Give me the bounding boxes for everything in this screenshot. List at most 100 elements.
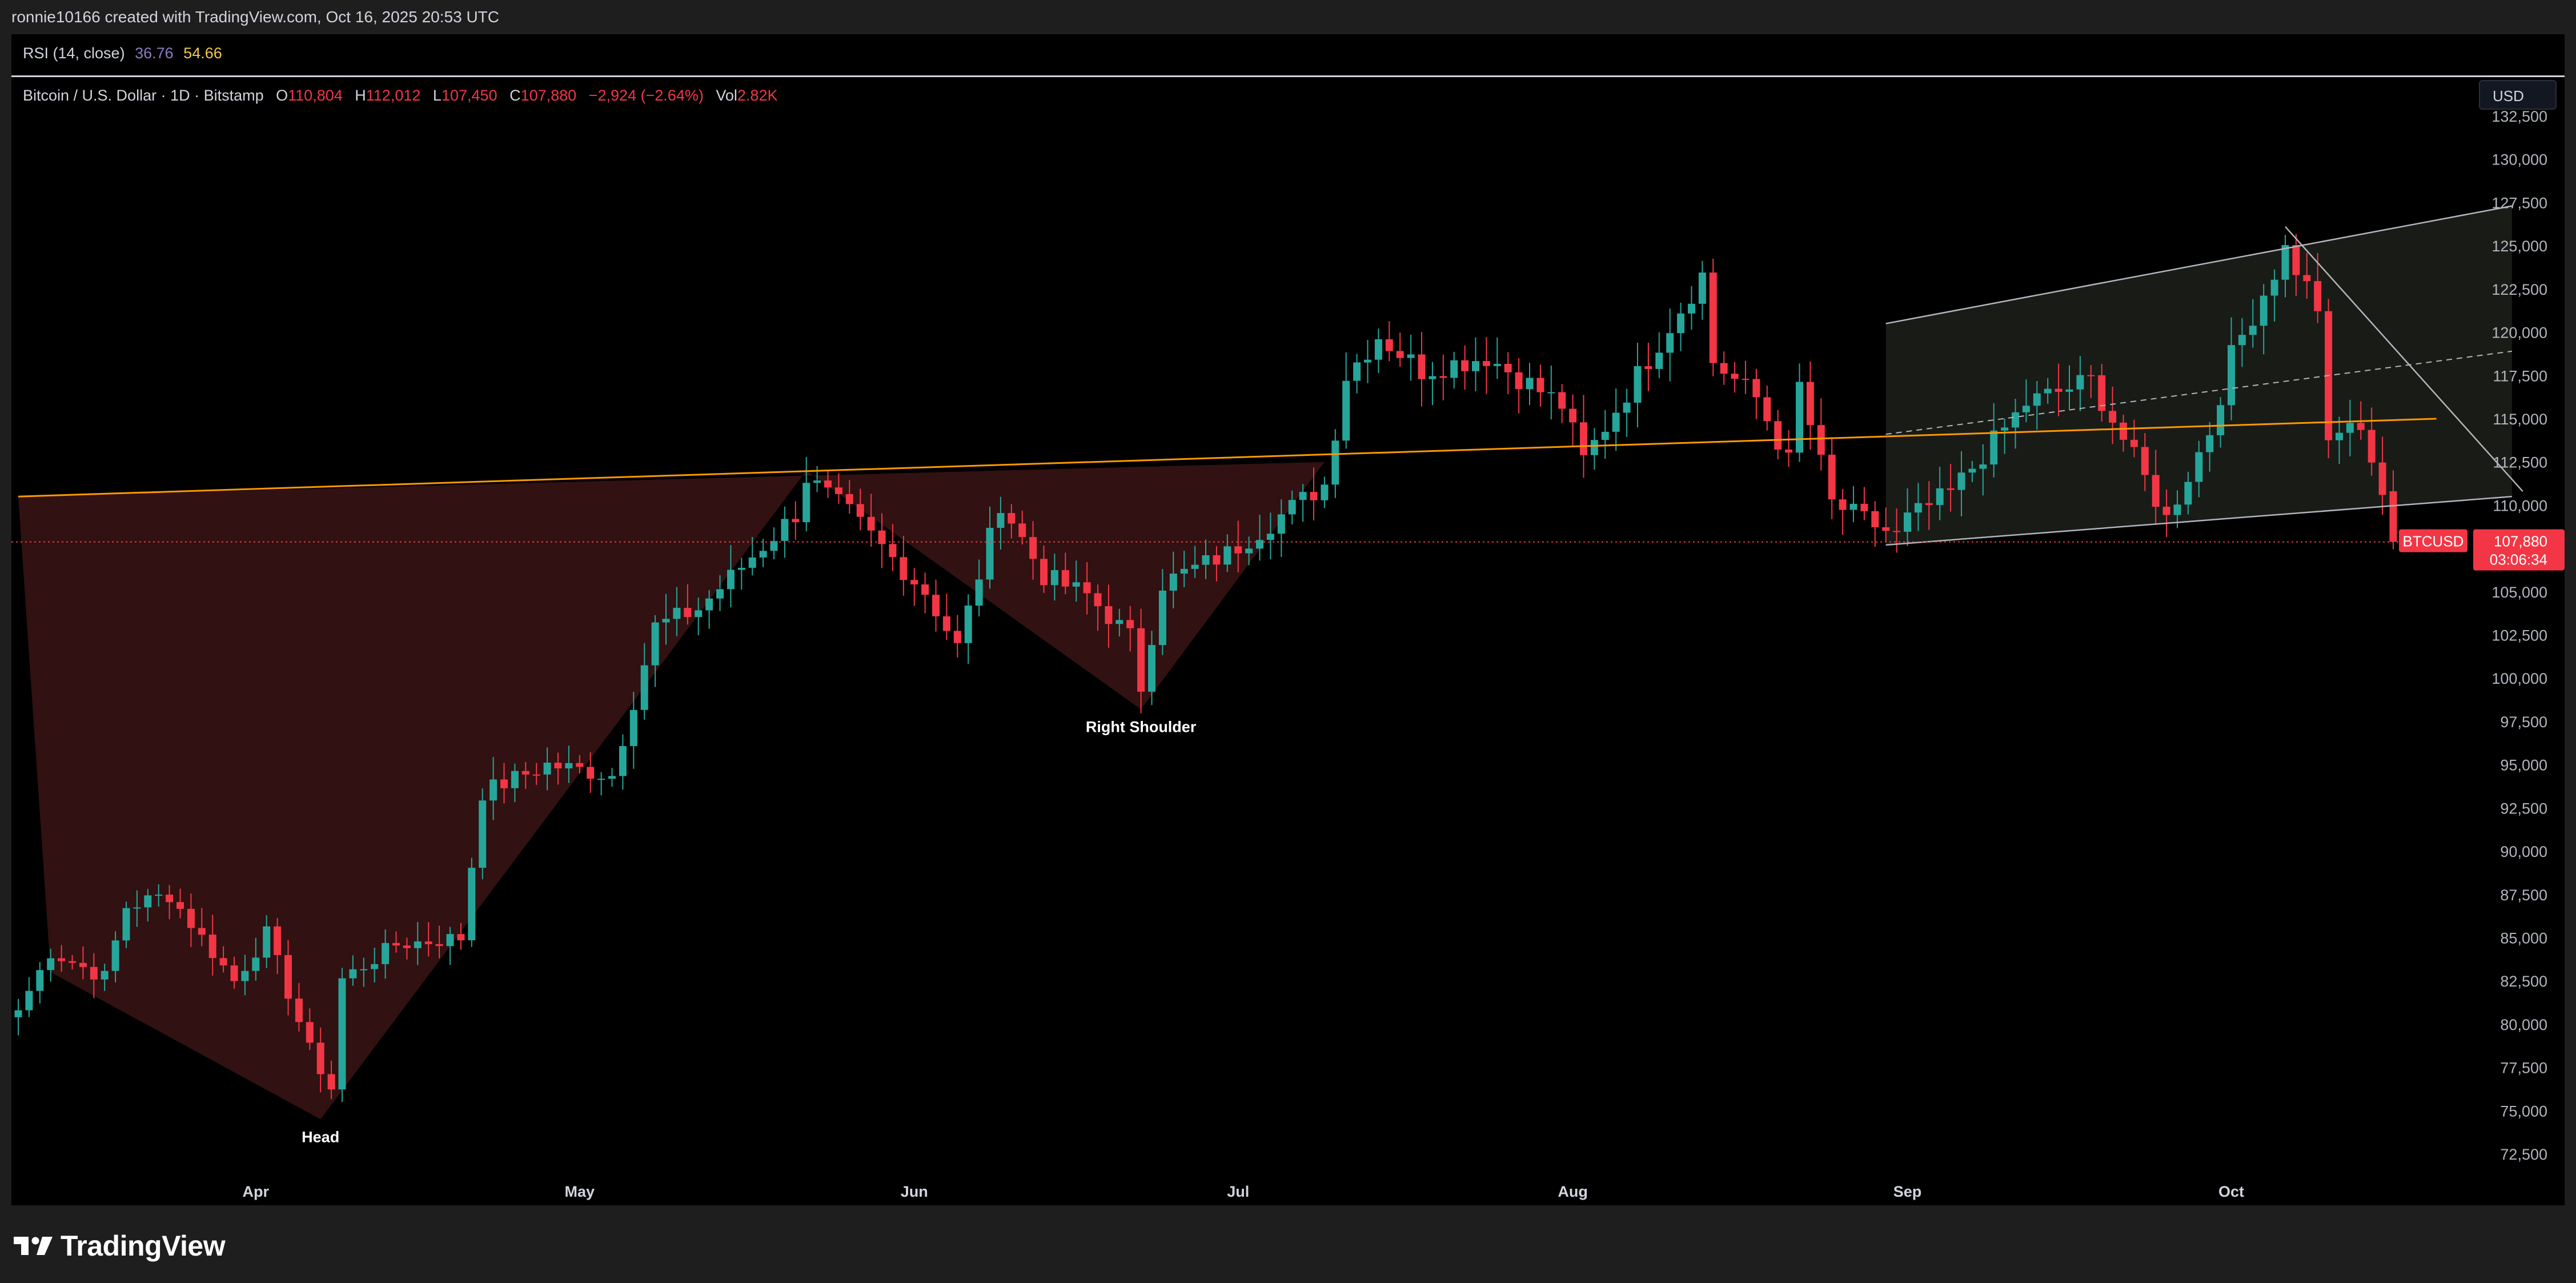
label-background [296,1125,346,1149]
close-label: C [509,87,521,104]
candle-body [651,622,659,665]
candle-body [543,763,551,775]
candle-body [1666,333,1674,353]
candle-body [953,631,961,643]
candle-body [187,909,195,928]
candle-body [1299,492,1307,500]
candle-body [1569,408,1577,423]
candle-body [284,955,292,999]
candle-body [587,767,595,779]
candle-body [1342,380,1350,441]
volume-value: 2.82K [737,87,778,104]
pane-separator[interactable] [11,75,2565,77]
candle-body [2098,375,2106,411]
y-tick-label: 127,500 [2491,194,2547,211]
candle-body [2001,427,2009,431]
candle-body [521,771,529,775]
candle-body [1752,379,1760,398]
candle-body [1493,364,1501,366]
candle-body [252,957,260,971]
candle-body [1547,392,1555,394]
candle-body [122,908,130,941]
y-tick-label: 97,500 [2500,713,2547,731]
candle-body [910,580,918,585]
label-background [1080,715,1202,739]
y-tick-label: 130,000 [2491,151,2547,169]
candle-body [2012,412,2019,428]
candle-body [1601,431,1609,440]
candle-body [554,763,562,769]
candle-body [2130,439,2138,447]
candle-body [2270,279,2278,296]
price-chart[interactable]: Head Right Shoulder 72,500 75,000 77,500 80,0… [11,34,2565,1205]
candle-body [424,941,432,944]
x-tick-label: Aug [1558,1183,1587,1200]
rsi-legend: RSI (14, close) 36.76 54.66 [23,45,222,62]
candle-body [1202,555,1210,565]
candle-body [845,494,853,504]
candle-body [1126,620,1134,628]
tradingview-logo[interactable]: TradingView [14,1229,226,1262]
y-tick-label: 80,000 [2500,1016,2547,1033]
candle-body [1860,503,1868,511]
high-label: H [355,87,366,104]
candle-body [1072,582,1080,587]
candle-body [1763,397,1771,422]
candle-body [856,504,864,517]
candle-body [1245,548,1253,554]
candle-body [1839,499,1847,510]
candle-body [1785,450,1793,453]
chart-frame[interactable]: Head Right Shoulder 72,500 75,000 77,500 80,0… [11,34,2565,1205]
candle-body [1947,488,1955,490]
candle-body [673,608,681,619]
candle-body [1213,555,1221,565]
candle-body [2378,462,2386,495]
candle-body [1385,339,1393,351]
candle-body [1957,472,1965,490]
candle-body [1116,620,1124,624]
low-label: L [432,87,442,104]
tradingview-logo-icon [14,1237,53,1255]
candle-body [90,967,98,980]
x-tick-label: Sep [1893,1183,1922,1200]
price-tag-symbol: BTCUSD [2403,533,2464,550]
x-tick-label: May [565,1183,595,1200]
price-tag-symbol-bg [2399,529,2467,552]
candle-body [1461,360,1469,371]
candle-body [759,551,767,558]
candle-body [2065,389,2073,392]
candle-body [2228,345,2235,406]
candle-body [889,544,897,558]
candle-body [2249,326,2257,335]
descending-trendline [2285,226,2523,492]
candle-body [14,1010,22,1017]
candle-body [1644,366,1652,369]
candle-body [1180,568,1188,574]
candle-body [2195,452,2203,482]
candle-body [608,776,616,779]
channel-lower-line [1885,495,2512,546]
currency-button[interactable]: USD [2479,80,2557,110]
x-tick-label: Apr [243,1183,270,1200]
y-tick-label: 117,500 [2493,367,2547,384]
candle-body [532,774,540,776]
rsi-pane[interactable]: RSI (14, close) 36.76 54.66 [11,34,2565,75]
candle-body [1083,582,1091,594]
y-tick-label: 102,500 [2491,627,2547,644]
candle-body [1914,503,1922,513]
candle-body [1029,537,1037,559]
candle-body [1796,382,1803,453]
candle-body [1050,570,1058,586]
candle-body [1472,361,1479,371]
y-tick-label: 110,000 [2493,497,2547,514]
candle-body [1321,484,1329,500]
candle-body [597,779,605,780]
candle-body [101,971,109,980]
candle-body [695,610,703,618]
candle-body [2044,388,2052,394]
candle-body [166,895,174,903]
candle-body [964,606,972,643]
candle-body [1817,425,1825,455]
candle-body [986,528,994,580]
candle-body [1256,540,1263,549]
